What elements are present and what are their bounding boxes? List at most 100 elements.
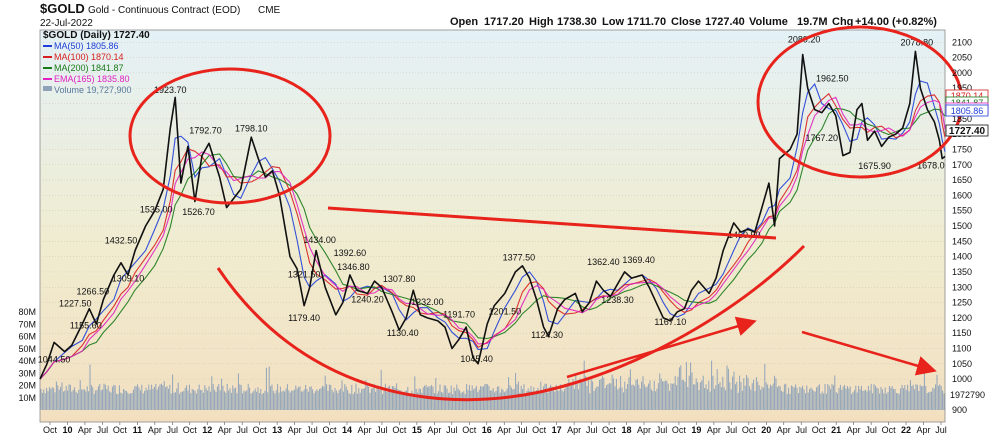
price-label: 1434.00 [303,235,336,245]
value-flag-label: 1870.14 [951,91,984,101]
x-tick-label: Apr [707,425,721,435]
x-tick-label: Jul [935,425,947,435]
low-label: Low [602,16,624,28]
chg-label: Chg [832,16,853,28]
y-tick-label: 1650 [952,175,972,185]
volume-tick-label: 30M [18,368,36,378]
x-tick-label: Jul [446,425,458,435]
price-label: 1167.10 [654,317,686,327]
open-label: Open [450,16,478,28]
x-tick-label: Apr [847,425,861,435]
annotation-neckline [327,206,777,240]
x-tick-label: Jul [865,425,877,435]
x-tick-label: Oct [462,425,477,435]
x-tick-label: Oct [532,425,547,435]
y-tick-label: 1750 [952,144,972,154]
x-tick-label: 16 [482,425,492,435]
price-label: 1232.00 [411,297,444,307]
y-tick-label: 1350 [952,267,972,277]
ma200-line [39,107,946,380]
price-label: 1130.40 [387,328,419,338]
open-value: 1717.20 [484,16,524,28]
close-label: Close [671,16,701,28]
legend-item-ema165: EMA(165) 1835.80 [43,74,130,84]
y-tick-label: 1300 [952,282,972,292]
legend-label-ma50: MA(50) 1805.86 [54,41,119,51]
x-tick-label: Apr [288,425,302,435]
y-tick-label: 1600 [952,190,972,200]
x-tick-label: Apr [357,425,371,435]
volume-last-label: 1972790 [950,390,985,400]
price-label: 1377.50 [503,253,536,263]
price-label: 1346.80 [337,262,370,272]
x-tick-label: Jul [97,425,109,435]
y-tick-label: 1850 [952,114,972,124]
legend-item-ma100: MA(100) 1870.14 [43,52,124,62]
price-label: 1798.10 [235,124,268,134]
price-label: 1675.90 [858,161,891,171]
volume-layer [40,360,945,410]
volume-tick-label: 20M [18,381,36,391]
y-tick-label: 1400 [952,252,972,262]
annotation-cup-curve [216,244,806,402]
annotation-circle-2011-top [128,67,332,205]
price-series-line [39,50,946,380]
x-tick-label: Jul [376,425,388,435]
x-tick-label: 15 [412,425,422,435]
legend-label-volume: Volume 19,727,900 [54,85,132,95]
price-label-layer: 1227.50 1044.50 1266.50 1155.60 1309.10 1432.… [38,35,945,365]
volume-tick-label: 70M [18,319,36,329]
x-tick-label: Oct [323,425,338,435]
high-value: 1738.30 [557,16,597,28]
x-tick-label: 11 [133,425,143,435]
price-label: 1923.70 [154,85,187,95]
legend-item-ma50: MA(50) 1805.86 [43,41,119,51]
x-tick-label: Oct [882,425,897,435]
price-label: 1227.50 [59,298,92,308]
y-tick-label: 1500 [952,221,972,231]
x-tick-label: 21 [831,425,841,435]
x-tick-label: Apr [497,425,511,435]
x-tick-label: Oct [392,425,407,435]
volume-tick-label: 60M [18,332,36,342]
y-tick-label: 1200 [952,313,972,323]
price-label: 1962.50 [816,73,849,83]
volume-tick-label: 40M [18,356,36,366]
price-label: 1179.40 [288,313,320,323]
value-flag-label: 1727.40 [949,126,986,137]
price-layer [39,50,946,380]
ohlc-header: Open 1717.20 High 1738.30 Low 1711.70 Cl… [450,16,937,28]
y-tick-label: 1050 [952,359,972,369]
annotation-volume-up-arrow [566,316,757,379]
x-tick-label: Jul [586,425,598,435]
chart-symbol: $GOLD [40,1,85,16]
price-label: 2078.80 [901,38,934,48]
y-tick-label: 1000 [952,374,972,384]
x-tick-label: Oct [742,425,757,435]
x-tick-label: 19 [691,425,701,435]
x-tick-label: Jul [236,425,248,435]
x-tick-label: 20 [761,425,771,435]
x-tick-label: 14 [342,425,352,435]
legend-label-ema165: EMA(165) 1835.80 [54,74,130,84]
y-tick-label: 2000 [952,68,972,78]
y-tick-label: 1950 [952,83,972,93]
legend-label-ma200: MA(200) 1841.87 [54,63,124,73]
price-label: 1309.10 [112,273,145,283]
price-label: 1792.70 [189,125,222,135]
volume-tick-label: 10M [18,393,36,403]
x-tick-label: 10 [62,425,72,435]
y-tick-label: 2100 [952,37,972,47]
legend-item-volume: Volume 19,727,900 [43,85,132,95]
x-tick-label: Jul [795,425,807,435]
x-tick-label: Oct [812,425,827,435]
close-value: 1727.40 [705,16,745,28]
price-label: 1678.0 [917,160,945,170]
price-label: 1369.40 [622,255,655,265]
price-label: 1201.50 [489,306,522,316]
price-label: 1155.60 [70,320,102,330]
x-tick-label: Jul [516,425,528,435]
x-tick-label: Apr [78,425,92,435]
price-label: 1767.20 [805,133,838,143]
